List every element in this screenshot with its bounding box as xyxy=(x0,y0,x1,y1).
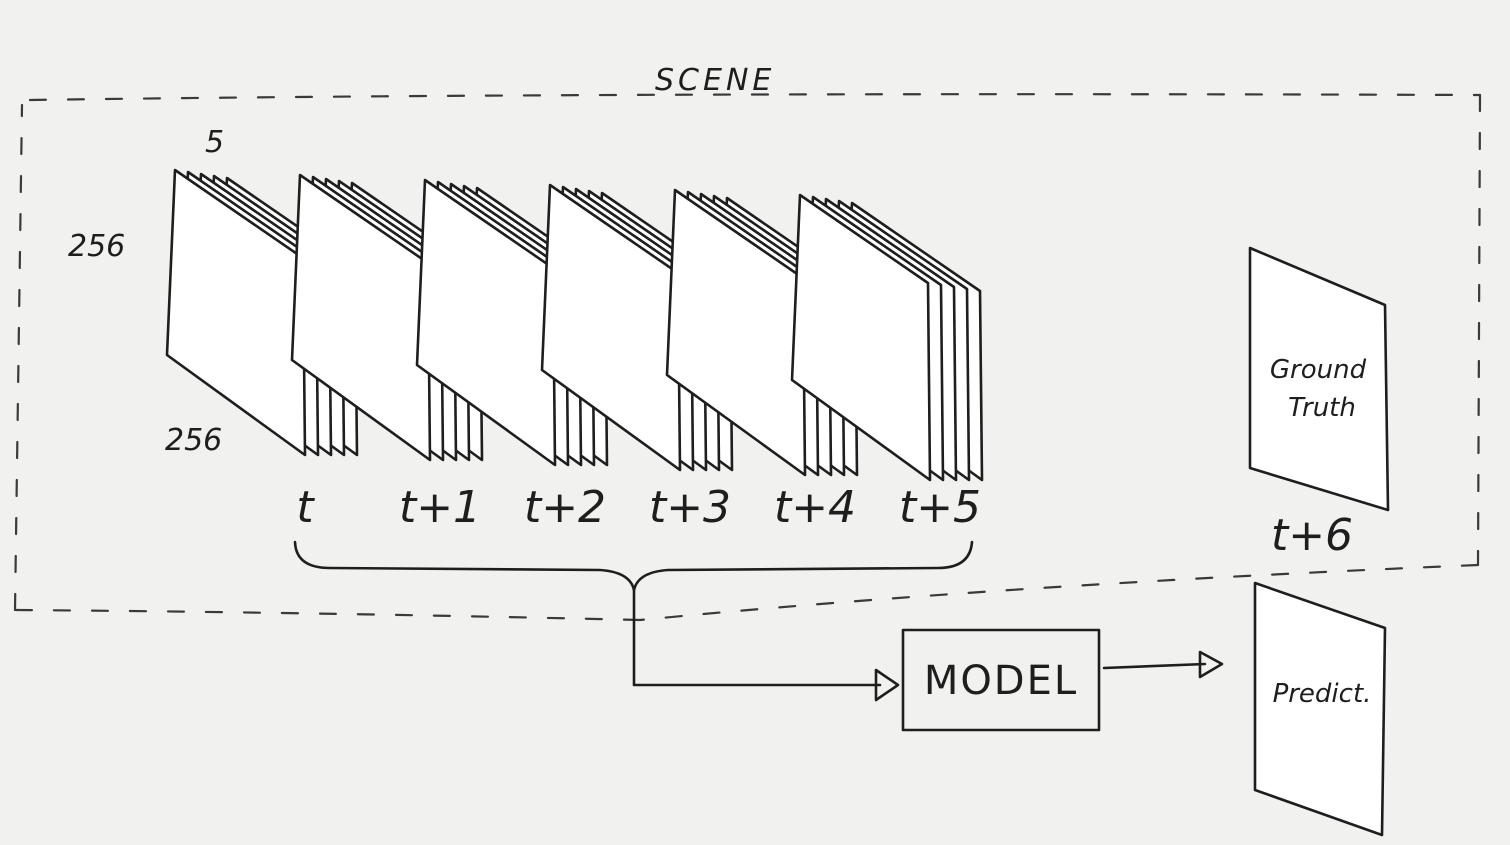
ground-truth-line2: Truth xyxy=(1288,393,1356,423)
time-step-label: t xyxy=(296,482,315,533)
time-labels: t t+1 t+2 t+3 t+4 t+5 xyxy=(296,482,981,533)
model-box xyxy=(901,628,1101,732)
ground-truth-sheet xyxy=(1248,246,1390,512)
channel-sheet xyxy=(665,188,807,477)
model-label: MODEL xyxy=(924,658,1078,704)
input-to-model-arrowhead xyxy=(874,668,900,702)
prediction-label: Predict. xyxy=(1273,679,1372,709)
scene-border xyxy=(13,93,1482,622)
channel-sheet xyxy=(165,168,307,457)
time-step-label: t+2 xyxy=(524,482,606,533)
channel-sheet xyxy=(290,173,432,462)
ground-truth-line1: Ground xyxy=(1270,355,1367,385)
input-brace xyxy=(293,540,974,592)
ground-truth-time-label: t+6 xyxy=(1271,510,1353,561)
input-frame-stacks xyxy=(165,168,984,482)
time-step-label: t+5 xyxy=(899,482,981,533)
frame-stack xyxy=(790,193,984,482)
input-to-model-arrow xyxy=(632,588,882,687)
time-step-label: t+4 xyxy=(774,482,856,533)
model-to-prediction-arrow xyxy=(1102,662,1207,670)
time-step-label: t+1 xyxy=(399,482,481,533)
channel-sheet xyxy=(540,183,682,472)
scene-label: SCENE xyxy=(655,63,775,98)
model-to-prediction-arrowhead xyxy=(1198,650,1224,679)
height-dim-label: 256 xyxy=(68,229,125,264)
width-dim-label: 256 xyxy=(165,423,222,458)
channels-dim-label: 5 xyxy=(205,125,224,160)
channel-sheet xyxy=(790,193,932,482)
time-step-label: t+3 xyxy=(649,482,731,533)
channel-sheet xyxy=(415,178,557,467)
prediction-sheet xyxy=(1253,581,1387,837)
